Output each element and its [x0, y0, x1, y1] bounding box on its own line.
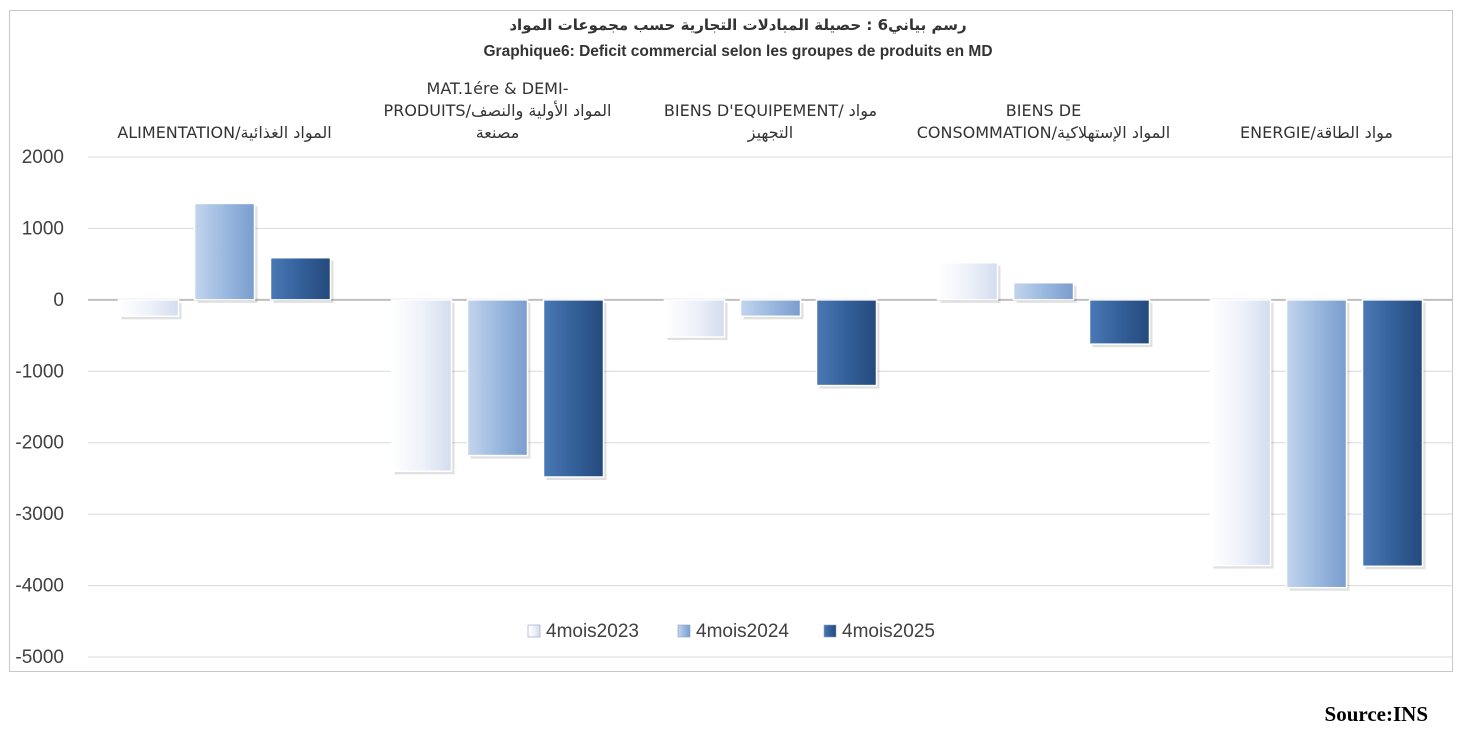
category-label: BIENS D'EQUIPEMENT/ مواد — [664, 101, 877, 121]
bar-4mois2023-cat2 — [390, 299, 453, 473]
y-tick-label: -3000 — [15, 504, 64, 525]
chart-subtitle: Graphique6: Deficit commercial selon les… — [483, 43, 992, 60]
y-tick-label: -1000 — [15, 361, 64, 382]
bar-4mois2024-cat3 — [739, 299, 802, 318]
bar-4mois2025-cat1 — [269, 256, 332, 301]
legend-swatch-4mois2025 — [823, 624, 837, 638]
bar-4mois2025-cat5 — [1361, 299, 1424, 568]
bar-4mois2025-cat2 — [542, 299, 605, 478]
bar-4mois2023-cat5 — [1209, 299, 1272, 567]
bar-4mois2024-cat5 — [1285, 299, 1348, 589]
bar-4mois2024-cat2 — [466, 299, 529, 457]
category-label: مصنعة — [476, 123, 520, 142]
y-tick-label: -5000 — [15, 647, 64, 668]
legend-swatch-4mois2024 — [677, 624, 691, 638]
category-label: ALIMENTATION/المواد الغذائية — [117, 123, 331, 143]
chart-svg: 2000 1000 0 -1000 -2000 -3000 -4000 -5000 ALIMEN… — [15, 16, 1453, 668]
legend-label-4mois2023: 4mois2023 — [546, 621, 639, 642]
bar-4mois2025-cat3 — [815, 299, 878, 387]
y-tick-label: -4000 — [15, 576, 64, 597]
category-label: PRODUITS/المواد الأولية والنصف — [384, 100, 612, 121]
bar-4mois2023-cat3 — [663, 299, 726, 338]
y-tick-label: -2000 — [15, 433, 64, 454]
chart-title: رسم بياني6 : حصيلة المبادلات التجارية حس… — [509, 16, 966, 34]
bar-4mois2023-cat1 — [117, 299, 180, 318]
bar-4mois2024-cat1 — [193, 202, 256, 301]
legend-swatch-4mois2023 — [527, 624, 541, 638]
bar-4mois2024-cat4 — [1012, 281, 1075, 301]
bar-4mois2025-cat4 — [1088, 299, 1151, 345]
legend: 4mois2023 4mois2024 4mois2025 — [527, 621, 935, 642]
category-label: التجهيز — [747, 123, 794, 143]
legend-label-4mois2025: 4mois2025 — [842, 621, 935, 642]
bar-4mois2023-cat4 — [936, 261, 999, 301]
category-label: BIENS DE — [1006, 101, 1081, 120]
category-label: MAT.1ére & DEMI- — [427, 79, 569, 98]
source-note: Source:INS — [1324, 702, 1428, 726]
y-tick-label: 0 — [53, 290, 64, 311]
y-tick-label: 1000 — [22, 218, 64, 239]
category-label: ENERGIE/مواد الطاقة — [1240, 123, 1393, 143]
y-tick-label: 2000 — [22, 147, 64, 168]
legend-label-4mois2024: 4mois2024 — [696, 621, 789, 642]
category-label: CONSOMMATION/المواد الإستهلاكية — [917, 123, 1171, 143]
